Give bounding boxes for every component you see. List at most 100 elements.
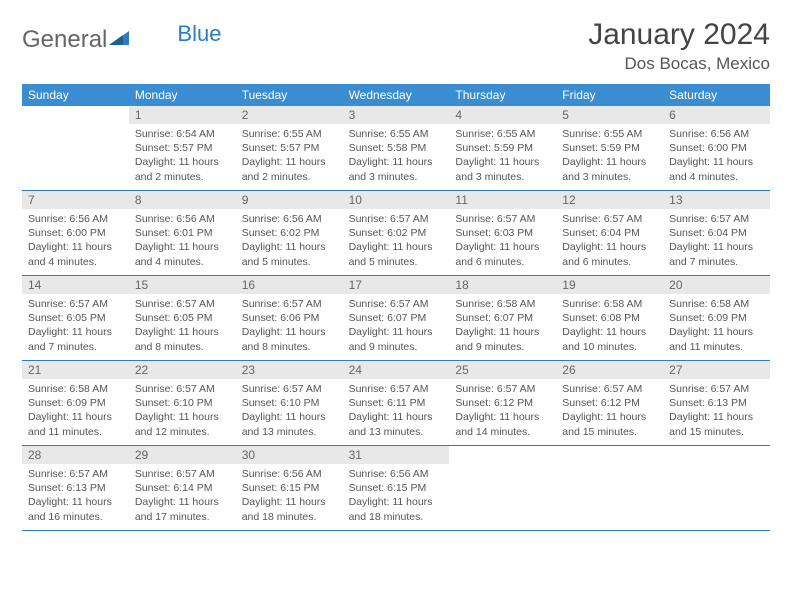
week-row: 7Sunrise: 6:56 AMSunset: 6:00 PMDaylight…	[22, 191, 770, 276]
location: Dos Bocas, Mexico	[588, 54, 770, 74]
day-body: Sunrise: 6:57 AMSunset: 6:02 PMDaylight:…	[343, 209, 450, 275]
day-body: Sunrise: 6:57 AMSunset: 6:14 PMDaylight:…	[129, 464, 236, 530]
daylight-text: Daylight: 11 hours and 15 minutes.	[562, 410, 657, 438]
day-cell	[449, 446, 556, 530]
daylight-text: Daylight: 11 hours and 18 minutes.	[349, 495, 444, 523]
sunset-text: Sunset: 6:10 PM	[135, 396, 230, 410]
daylight-text: Daylight: 11 hours and 12 minutes.	[135, 410, 230, 438]
day-cell: 19Sunrise: 6:58 AMSunset: 6:08 PMDayligh…	[556, 276, 663, 360]
day-number: 9	[236, 191, 343, 209]
day-cell: 5Sunrise: 6:55 AMSunset: 5:59 PMDaylight…	[556, 106, 663, 190]
day-cell: 25Sunrise: 6:57 AMSunset: 6:12 PMDayligh…	[449, 361, 556, 445]
sunrise-text: Sunrise: 6:55 AM	[242, 127, 337, 141]
day-cell: 12Sunrise: 6:57 AMSunset: 6:04 PMDayligh…	[556, 191, 663, 275]
day-cell: 14Sunrise: 6:57 AMSunset: 6:05 PMDayligh…	[22, 276, 129, 360]
daylight-text: Daylight: 11 hours and 8 minutes.	[242, 325, 337, 353]
sunset-text: Sunset: 6:03 PM	[455, 226, 550, 240]
day-cell	[556, 446, 663, 530]
sunset-text: Sunset: 6:12 PM	[562, 396, 657, 410]
sunset-text: Sunset: 6:07 PM	[349, 311, 444, 325]
day-number: 5	[556, 106, 663, 124]
daylight-text: Daylight: 11 hours and 8 minutes.	[135, 325, 230, 353]
day-number: 25	[449, 361, 556, 379]
sunrise-text: Sunrise: 6:57 AM	[349, 297, 444, 311]
day-number: 10	[343, 191, 450, 209]
sunset-text: Sunset: 6:06 PM	[242, 311, 337, 325]
sunrise-text: Sunrise: 6:56 AM	[669, 127, 764, 141]
day-cell: 4Sunrise: 6:55 AMSunset: 5:59 PMDaylight…	[449, 106, 556, 190]
logo-word2: Blue	[177, 21, 221, 47]
sunrise-text: Sunrise: 6:58 AM	[562, 297, 657, 311]
sunrise-text: Sunrise: 6:56 AM	[242, 212, 337, 226]
daylight-text: Daylight: 11 hours and 6 minutes.	[562, 240, 657, 268]
day-cell: 16Sunrise: 6:57 AMSunset: 6:06 PMDayligh…	[236, 276, 343, 360]
dow-cell: Friday	[556, 84, 663, 106]
day-number: 20	[663, 276, 770, 294]
day-cell: 27Sunrise: 6:57 AMSunset: 6:13 PMDayligh…	[663, 361, 770, 445]
daylight-text: Daylight: 11 hours and 9 minutes.	[349, 325, 444, 353]
daylight-text: Daylight: 11 hours and 2 minutes.	[135, 155, 230, 183]
sunrise-text: Sunrise: 6:57 AM	[135, 382, 230, 396]
sunset-text: Sunset: 6:14 PM	[135, 481, 230, 495]
day-cell: 13Sunrise: 6:57 AMSunset: 6:04 PMDayligh…	[663, 191, 770, 275]
day-cell: 23Sunrise: 6:57 AMSunset: 6:10 PMDayligh…	[236, 361, 343, 445]
sunrise-text: Sunrise: 6:56 AM	[349, 467, 444, 481]
daylight-text: Daylight: 11 hours and 11 minutes.	[28, 410, 123, 438]
sunset-text: Sunset: 6:10 PM	[242, 396, 337, 410]
daylight-text: Daylight: 11 hours and 13 minutes.	[349, 410, 444, 438]
day-number: 4	[449, 106, 556, 124]
day-body: Sunrise: 6:57 AMSunset: 6:03 PMDaylight:…	[449, 209, 556, 275]
day-cell: 30Sunrise: 6:56 AMSunset: 6:15 PMDayligh…	[236, 446, 343, 530]
day-number: 6	[663, 106, 770, 124]
sunrise-text: Sunrise: 6:57 AM	[242, 297, 337, 311]
daylight-text: Daylight: 11 hours and 10 minutes.	[562, 325, 657, 353]
day-cell: 28Sunrise: 6:57 AMSunset: 6:13 PMDayligh…	[22, 446, 129, 530]
day-cell: 22Sunrise: 6:57 AMSunset: 6:10 PMDayligh…	[129, 361, 236, 445]
sunrise-text: Sunrise: 6:57 AM	[135, 467, 230, 481]
day-cell	[663, 446, 770, 530]
sunrise-text: Sunrise: 6:54 AM	[135, 127, 230, 141]
sunset-text: Sunset: 5:59 PM	[455, 141, 550, 155]
day-body: Sunrise: 6:57 AMSunset: 6:06 PMDaylight:…	[236, 294, 343, 360]
day-body: Sunrise: 6:55 AMSunset: 5:59 PMDaylight:…	[556, 124, 663, 190]
day-body: Sunrise: 6:57 AMSunset: 6:10 PMDaylight:…	[236, 379, 343, 445]
day-body: Sunrise: 6:57 AMSunset: 6:07 PMDaylight:…	[343, 294, 450, 360]
sunrise-text: Sunrise: 6:57 AM	[455, 382, 550, 396]
daylight-text: Daylight: 11 hours and 3 minutes.	[349, 155, 444, 183]
header: General Blue January 2024 Dos Bocas, Mex…	[22, 18, 770, 74]
dow-cell: Monday	[129, 84, 236, 106]
day-body: Sunrise: 6:57 AMSunset: 6:04 PMDaylight:…	[556, 209, 663, 275]
day-body: Sunrise: 6:58 AMSunset: 6:09 PMDaylight:…	[663, 294, 770, 360]
day-body: Sunrise: 6:56 AMSunset: 6:15 PMDaylight:…	[343, 464, 450, 530]
sunrise-text: Sunrise: 6:57 AM	[28, 297, 123, 311]
daylight-text: Daylight: 11 hours and 9 minutes.	[455, 325, 550, 353]
day-cell	[22, 106, 129, 190]
logo: General Blue	[22, 18, 221, 54]
sunrise-text: Sunrise: 6:57 AM	[562, 212, 657, 226]
sunset-text: Sunset: 6:13 PM	[28, 481, 123, 495]
day-body: Sunrise: 6:57 AMSunset: 6:10 PMDaylight:…	[129, 379, 236, 445]
day-body: Sunrise: 6:57 AMSunset: 6:04 PMDaylight:…	[663, 209, 770, 275]
sunset-text: Sunset: 5:59 PM	[562, 141, 657, 155]
day-body: Sunrise: 6:57 AMSunset: 6:12 PMDaylight:…	[449, 379, 556, 445]
day-cell: 3Sunrise: 6:55 AMSunset: 5:58 PMDaylight…	[343, 106, 450, 190]
daylight-text: Daylight: 11 hours and 5 minutes.	[349, 240, 444, 268]
dow-cell: Sunday	[22, 84, 129, 106]
sunrise-text: Sunrise: 6:56 AM	[135, 212, 230, 226]
sunset-text: Sunset: 6:15 PM	[349, 481, 444, 495]
day-body: Sunrise: 6:57 AMSunset: 6:13 PMDaylight:…	[663, 379, 770, 445]
sunrise-text: Sunrise: 6:57 AM	[562, 382, 657, 396]
sunset-text: Sunset: 6:00 PM	[669, 141, 764, 155]
day-number: 13	[663, 191, 770, 209]
sunset-text: Sunset: 5:58 PM	[349, 141, 444, 155]
sunrise-text: Sunrise: 6:56 AM	[242, 467, 337, 481]
day-cell: 20Sunrise: 6:58 AMSunset: 6:09 PMDayligh…	[663, 276, 770, 360]
day-number: 26	[556, 361, 663, 379]
daylight-text: Daylight: 11 hours and 4 minutes.	[669, 155, 764, 183]
sunrise-text: Sunrise: 6:58 AM	[455, 297, 550, 311]
dow-cell: Thursday	[449, 84, 556, 106]
day-cell: 11Sunrise: 6:57 AMSunset: 6:03 PMDayligh…	[449, 191, 556, 275]
day-cell: 8Sunrise: 6:56 AMSunset: 6:01 PMDaylight…	[129, 191, 236, 275]
day-number: 29	[129, 446, 236, 464]
day-body: Sunrise: 6:56 AMSunset: 6:01 PMDaylight:…	[129, 209, 236, 275]
